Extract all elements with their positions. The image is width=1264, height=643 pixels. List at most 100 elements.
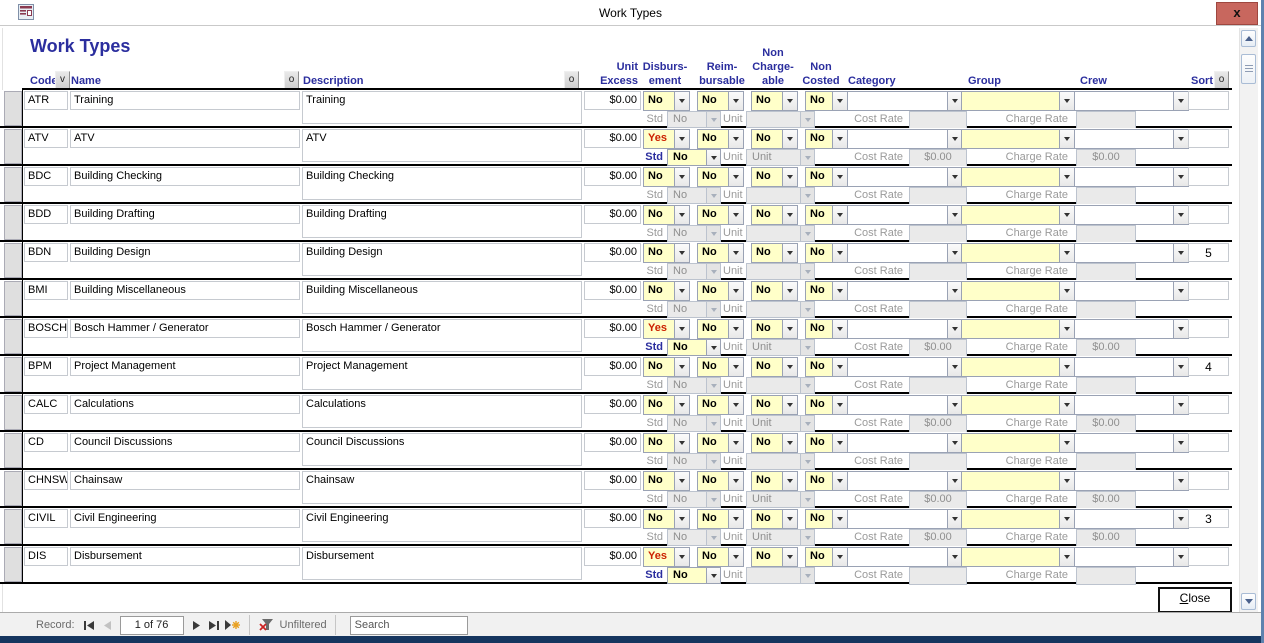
chevron-down-icon[interactable]	[782, 472, 797, 490]
code-field[interactable]: BDN	[24, 243, 68, 262]
record-position-box[interactable]: 1 of 76	[119, 615, 184, 635]
chevron-down-icon[interactable]	[832, 434, 847, 452]
unit-combo[interactable]: Unit	[746, 149, 815, 166]
code-field[interactable]: BDC	[24, 167, 68, 186]
unit-combo[interactable]: Unit	[746, 529, 815, 546]
code-field[interactable]: BOSCH	[24, 319, 68, 338]
non-chargeable-combo[interactable]: No	[751, 91, 798, 111]
record-selector[interactable]	[4, 433, 22, 468]
chevron-down-icon[interactable]	[1059, 396, 1074, 414]
cost-rate-field[interactable]	[909, 263, 967, 281]
chevron-down-icon[interactable]	[832, 396, 847, 414]
name-sort-button[interactable]: o	[284, 71, 299, 89]
cost-rate-field[interactable]	[909, 453, 967, 471]
name-field[interactable]: Training	[70, 91, 300, 110]
cost-rate-field[interactable]	[909, 111, 967, 129]
sort-field[interactable]	[1188, 129, 1229, 148]
chevron-down-icon[interactable]	[1173, 282, 1188, 300]
last-record-button[interactable]	[206, 617, 222, 633]
name-field[interactable]: Calculations	[70, 395, 300, 414]
unit-combo[interactable]: Unit	[746, 339, 815, 356]
name-field[interactable]: Chainsaw	[70, 471, 300, 490]
sort-field[interactable]	[1188, 471, 1229, 490]
sort-field[interactable]	[1188, 547, 1229, 566]
unit-excess-field[interactable]: $0.00	[584, 243, 641, 262]
chevron-down-icon[interactable]	[947, 396, 962, 414]
chevron-down-icon[interactable]	[782, 282, 797, 300]
unit-excess-field[interactable]: $0.00	[584, 91, 641, 110]
unit-excess-field[interactable]: $0.00	[584, 129, 641, 148]
sort-field[interactable]	[1188, 433, 1229, 452]
sort-field[interactable]	[1188, 281, 1229, 300]
chevron-down-icon[interactable]	[782, 548, 797, 566]
crew-combo[interactable]	[1074, 547, 1189, 567]
description-field[interactable]: Council Discussions	[302, 433, 582, 466]
chevron-down-icon[interactable]	[947, 358, 962, 376]
description-sort-button[interactable]: o	[564, 71, 579, 89]
name-field[interactable]: Bosch Hammer / Generator	[70, 319, 300, 338]
cost-rate-field[interactable]	[909, 187, 967, 205]
crew-combo[interactable]	[1074, 509, 1189, 529]
disbursement-combo[interactable]: No	[643, 395, 690, 415]
chevron-down-icon[interactable]	[800, 416, 814, 431]
charge-rate-field[interactable]: $0.00	[1076, 491, 1136, 509]
chevron-down-icon[interactable]	[800, 340, 814, 355]
category-combo[interactable]	[847, 433, 963, 453]
chevron-down-icon[interactable]	[728, 510, 743, 528]
chevron-down-icon[interactable]	[1059, 320, 1074, 338]
chevron-down-icon[interactable]	[1059, 206, 1074, 224]
chevron-down-icon[interactable]	[947, 206, 962, 224]
next-record-button[interactable]	[188, 617, 204, 633]
chevron-down-icon[interactable]	[674, 244, 689, 262]
disbursement-combo[interactable]: No	[643, 509, 690, 529]
unit-combo[interactable]	[746, 453, 815, 470]
chevron-down-icon[interactable]	[706, 226, 720, 241]
name-field[interactable]: ATV	[70, 129, 300, 148]
scrollbar-thumb[interactable]	[1241, 54, 1256, 84]
category-combo[interactable]	[847, 319, 963, 339]
category-combo[interactable]	[847, 205, 963, 225]
chevron-down-icon[interactable]	[728, 130, 743, 148]
reimbursable-combo[interactable]: No	[697, 433, 744, 453]
chevron-down-icon[interactable]	[674, 92, 689, 110]
reimbursable-combo[interactable]: No	[697, 167, 744, 187]
chevron-down-icon[interactable]	[674, 548, 689, 566]
chevron-down-icon[interactable]	[1173, 320, 1188, 338]
description-field[interactable]: Training	[302, 91, 582, 124]
chevron-down-icon[interactable]	[1173, 130, 1188, 148]
description-field[interactable]: Project Management	[302, 357, 582, 390]
group-combo[interactable]	[961, 357, 1075, 377]
chevron-down-icon[interactable]	[800, 530, 814, 545]
chevron-down-icon[interactable]	[800, 226, 814, 241]
disbursement-combo[interactable]: No	[643, 357, 690, 377]
chevron-down-icon[interactable]	[1173, 510, 1188, 528]
chevron-down-icon[interactable]	[782, 244, 797, 262]
sort-field[interactable]	[1188, 395, 1229, 414]
disbursement-combo[interactable]: No	[643, 243, 690, 263]
std-combo[interactable]: No	[667, 415, 721, 432]
chevron-down-icon[interactable]	[782, 168, 797, 186]
disbursement-combo[interactable]: No	[643, 471, 690, 491]
chevron-down-icon[interactable]	[800, 454, 814, 469]
sort-field[interactable]: 5	[1188, 243, 1229, 262]
chevron-down-icon[interactable]	[832, 92, 847, 110]
chevron-down-icon[interactable]	[947, 510, 962, 528]
chevron-down-icon[interactable]	[1173, 434, 1188, 452]
record-selector[interactable]	[4, 205, 22, 240]
sort-sort-button[interactable]: o	[1214, 71, 1229, 89]
unit-excess-field[interactable]: $0.00	[584, 319, 641, 338]
cost-rate-field[interactable]: $0.00	[909, 149, 967, 167]
chevron-down-icon[interactable]	[674, 320, 689, 338]
group-combo[interactable]	[961, 243, 1075, 263]
disbursement-combo[interactable]: Yes	[643, 319, 690, 339]
chevron-down-icon[interactable]	[947, 130, 962, 148]
reimbursable-combo[interactable]: No	[697, 395, 744, 415]
description-field[interactable]: ATV	[302, 129, 582, 162]
chevron-down-icon[interactable]	[1059, 472, 1074, 490]
sort-field[interactable]	[1188, 319, 1229, 338]
category-combo[interactable]	[847, 91, 963, 111]
unit-excess-field[interactable]: $0.00	[584, 547, 641, 566]
record-selector[interactable]	[4, 395, 22, 430]
chevron-down-icon[interactable]	[832, 358, 847, 376]
filter-button[interactable]	[259, 617, 275, 633]
